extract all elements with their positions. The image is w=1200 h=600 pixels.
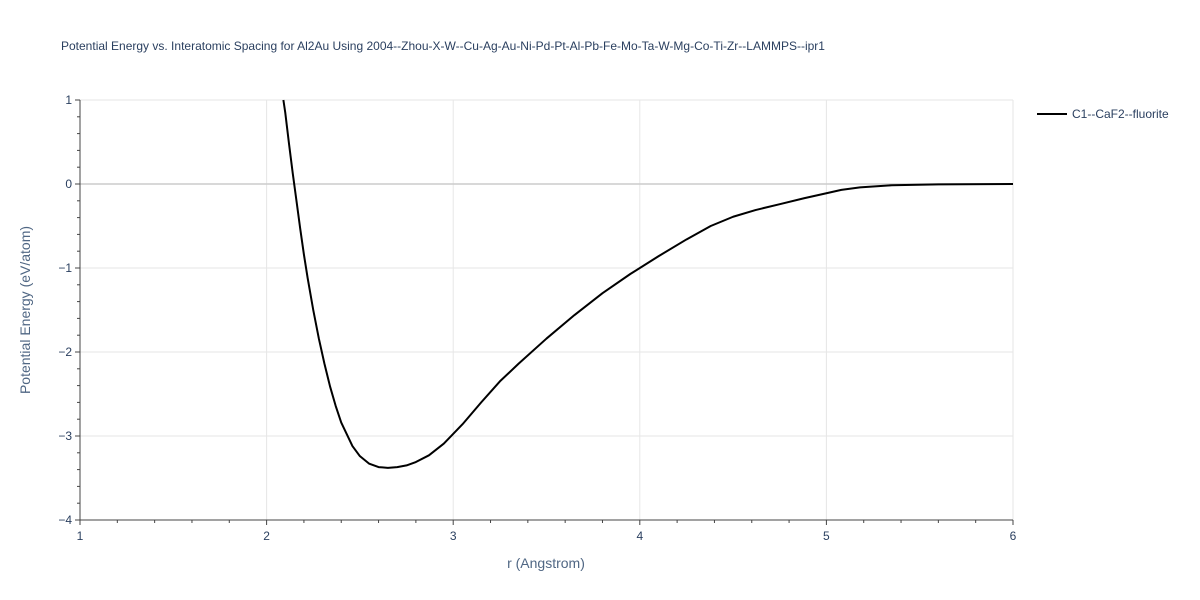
x-tick-label: 3 bbox=[450, 529, 457, 543]
x-tick-label: 4 bbox=[636, 529, 643, 543]
y-tick-label: −3 bbox=[58, 429, 72, 443]
y-tick-label: 0 bbox=[65, 177, 72, 191]
series-layer bbox=[282, 99, 1013, 469]
y-tick-label: −4 bbox=[58, 513, 72, 527]
legend[interactable]: C1--CaF2--fluorite bbox=[1037, 107, 1169, 121]
grid-layer bbox=[80, 99, 1014, 520]
y-tick-label: 1 bbox=[65, 93, 72, 107]
x-tick-label: 6 bbox=[1010, 529, 1017, 543]
axis-layer: 1 2 3 4 5 6 −4 −3 −2 −1 0 1 bbox=[58, 93, 1016, 543]
y-axis-title: Potential Energy (eV/atom) bbox=[17, 226, 33, 394]
series-line-0[interactable] bbox=[282, 99, 1013, 469]
y-tick-label: −2 bbox=[58, 345, 72, 359]
x-axis-title: r (Angstrom) bbox=[507, 555, 585, 571]
x-tick-label: 2 bbox=[263, 529, 270, 543]
x-tick-label: 5 bbox=[823, 529, 830, 543]
y-tick-label: −1 bbox=[58, 261, 72, 275]
x-tick-label: 1 bbox=[77, 529, 84, 543]
chart-title: Potential Energy vs. Interatomic Spacing… bbox=[61, 39, 825, 53]
legend-label[interactable]: C1--CaF2--fluorite bbox=[1072, 107, 1169, 121]
